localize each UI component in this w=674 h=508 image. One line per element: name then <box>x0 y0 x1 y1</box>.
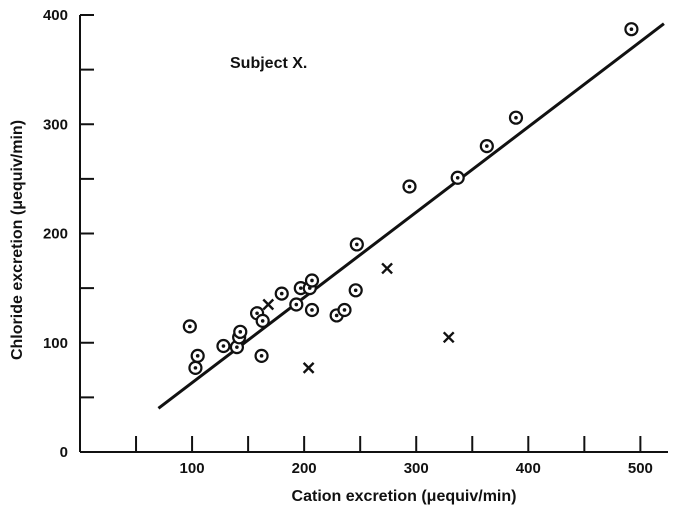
point-dot <box>188 324 192 329</box>
y-tick-label: 300 <box>43 116 68 133</box>
x-axis-title: Cation excretion (μequiv/min) <box>292 488 517 505</box>
point-dot <box>310 278 314 283</box>
point-dot <box>334 313 339 318</box>
data-point-circle <box>479 139 494 154</box>
point-dot <box>353 288 358 293</box>
point-dot <box>298 286 303 290</box>
point-dot <box>342 308 347 312</box>
point-dot <box>235 345 239 349</box>
x-tick-label: 400 <box>516 460 541 477</box>
x-tick-label: 300 <box>404 460 429 477</box>
data-point-circle <box>254 348 269 363</box>
data-point-circle <box>304 302 320 318</box>
data-point-circle <box>624 22 639 37</box>
point-dot <box>255 311 259 316</box>
data-point-circle <box>190 348 205 363</box>
point-dot <box>279 291 284 296</box>
data-point-cross <box>442 331 455 344</box>
annotation-subject: Subject X. <box>230 55 307 72</box>
data-point-circle <box>233 324 248 339</box>
data-point-cross <box>381 262 393 275</box>
data-point-cross <box>302 362 315 374</box>
data-point-circle <box>337 302 352 318</box>
y-tick-label: 400 <box>43 7 68 24</box>
data-point-circle <box>349 237 364 252</box>
y-tick-label: 0 <box>60 444 68 461</box>
axes <box>79 15 668 453</box>
data-point-circle <box>348 283 363 298</box>
point-dot <box>259 354 264 358</box>
point-dot <box>294 302 299 307</box>
point-dot <box>407 184 412 189</box>
points <box>182 22 639 375</box>
point-dot <box>221 344 226 348</box>
data-point-circle <box>274 286 289 301</box>
data-point-circle <box>182 319 197 334</box>
point-dot <box>514 115 518 120</box>
point-dot <box>355 242 359 247</box>
data-point-circle <box>508 110 524 125</box>
x-tick-label: 500 <box>628 460 653 477</box>
data-point-circle <box>216 338 231 354</box>
point-dot <box>238 330 243 334</box>
point-dot <box>485 144 489 148</box>
data-point-circle <box>450 170 465 185</box>
cross-stroke <box>262 298 275 311</box>
point-dot <box>193 366 198 370</box>
y-tick-label: 200 <box>43 226 68 243</box>
tick-labels: 100 200 300 400 500 0 100 200 300 400 <box>43 7 653 477</box>
data-point-circle <box>402 179 417 194</box>
ticks <box>80 14 642 453</box>
x-tick-label: 100 <box>180 460 205 477</box>
point-dot <box>455 175 460 180</box>
cross-stroke <box>302 362 315 374</box>
data-point-circle <box>188 360 203 375</box>
data-point-cross <box>262 298 275 311</box>
x-tick-label: 200 <box>292 460 317 477</box>
point-dot <box>310 308 314 312</box>
point-dot <box>195 354 200 358</box>
y-axis-title: Chloride excretion (μequiv/min) <box>9 120 26 360</box>
y-tick-label: 100 <box>43 335 68 352</box>
point-dot <box>629 27 634 32</box>
data-point-circle <box>304 273 320 288</box>
cross-stroke <box>442 331 455 344</box>
cross-stroke <box>381 262 393 275</box>
data-point-circle <box>255 313 270 328</box>
point-dot <box>260 319 265 323</box>
data-point-circle <box>289 297 304 312</box>
